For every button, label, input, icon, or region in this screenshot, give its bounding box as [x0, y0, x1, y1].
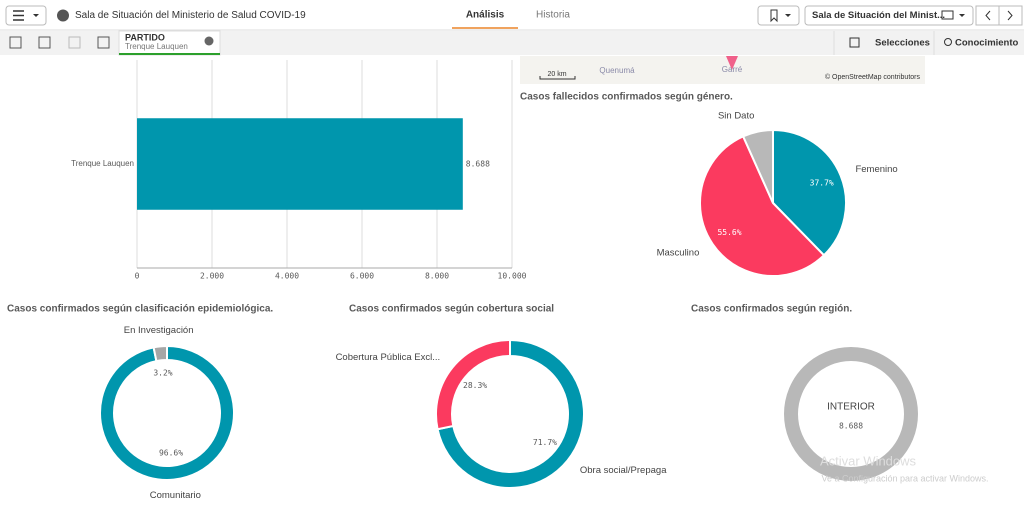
center-label: INTERIOR [827, 402, 875, 413]
slice [435, 338, 511, 431]
charts: 0 2.000 4.000 6.000 8.000 10.000 Trenque Lauqu… [7, 60, 918, 501]
caret [785, 14, 791, 17]
value-label: 8.688 [839, 422, 863, 431]
insight-icon [944, 38, 952, 46]
sheet-name: Sala de Situación del Minist... [812, 10, 945, 21]
value-label: 8.688 [466, 160, 490, 169]
value-label: 37.7% [810, 179, 834, 188]
slice [772, 128, 847, 257]
sheet-icon [941, 10, 954, 20]
insights-button[interactable]: Conocimiento [955, 38, 1019, 49]
bookmark-icon [770, 9, 778, 23]
caret [33, 14, 39, 17]
chart-title: Casos confirmados según cobertura social [349, 304, 554, 315]
chart-title: Casos fallecidos confirmados según géner… [520, 92, 733, 103]
slice-label: En Investigación [124, 325, 194, 336]
slice [152, 344, 168, 363]
value-label: 55.6% [717, 228, 741, 237]
chart-title: Casos confirmados según región. [691, 304, 852, 315]
slice [99, 344, 235, 481]
next-button[interactable] [998, 5, 1023, 26]
map-place: Quenumá [599, 66, 635, 75]
prev-button[interactable] [975, 5, 1000, 26]
slice [741, 128, 774, 204]
value-label: 96.6% [159, 448, 183, 457]
value-label: 3.2% [153, 369, 172, 378]
tab[interactable]: Historia [536, 10, 570, 21]
slice-label: Obra social/Prepaga [580, 465, 667, 476]
x-tick-label: 2.000 [200, 272, 224, 281]
map-scale-bar [539, 76, 576, 80]
watermark: Ve a Configuración para activar Windows. [821, 473, 988, 483]
menu-icon [13, 10, 24, 21]
slice-label: Cobertura Pública Excl... [336, 352, 441, 363]
tool-icon[interactable] [68, 36, 81, 49]
x-tick-label: 0 [135, 272, 140, 281]
bookmark-button[interactable] [757, 5, 800, 26]
value-label: 28.3% [463, 381, 487, 390]
map-scale: 20 km [547, 71, 566, 78]
chip-value: Trenque Lauquen [125, 42, 188, 51]
selections-icon [849, 37, 860, 48]
x-tick-label: 4.000 [275, 272, 299, 281]
slice-label: Masculino [657, 248, 700, 259]
x-tick-label: 8.000 [425, 272, 449, 281]
map-place: Garré [722, 65, 743, 74]
selection-indicator [119, 53, 220, 55]
slice [436, 338, 585, 489]
map[interactable] [520, 56, 925, 84]
chart-title: Casos confirmados según clasificación ep… [7, 304, 273, 315]
tool-icon[interactable] [9, 36, 22, 49]
slice-label: Sin Dato [718, 110, 754, 121]
next-icon [1007, 10, 1013, 21]
app-icon [57, 9, 69, 22]
selections-button[interactable]: Selecciones [875, 38, 930, 49]
sheet-selector[interactable] [804, 5, 974, 26]
slice [699, 135, 826, 277]
prev-icon [985, 10, 991, 21]
tool-icon[interactable] [38, 36, 51, 49]
app-title: Sala de Situación del Ministerio de Salu… [75, 10, 306, 21]
x-tick-label: 6.000 [350, 272, 374, 281]
slice-label: Comunitario [150, 490, 201, 501]
x-tick-label: 10.000 [498, 272, 527, 281]
slice-label: Femenino [855, 164, 897, 175]
value-label: 71.7% [533, 438, 557, 447]
caret [959, 14, 965, 17]
tool-icon[interactable] [97, 36, 110, 49]
selection-chip[interactable] [118, 30, 221, 56]
tab-underline [452, 27, 518, 29]
tab[interactable]: Análisis [466, 10, 505, 21]
category-label: Trenque Lauquen [71, 159, 134, 168]
map-attribution: © OpenStreetMap contributors [825, 73, 921, 81]
watermark: Activar Windows [820, 453, 917, 468]
chip-field: PARTIDO [125, 32, 165, 42]
clear-icon[interactable] [204, 36, 214, 46]
menu-button[interactable] [5, 5, 47, 26]
bar [137, 118, 463, 210]
map-marker [726, 56, 738, 70]
